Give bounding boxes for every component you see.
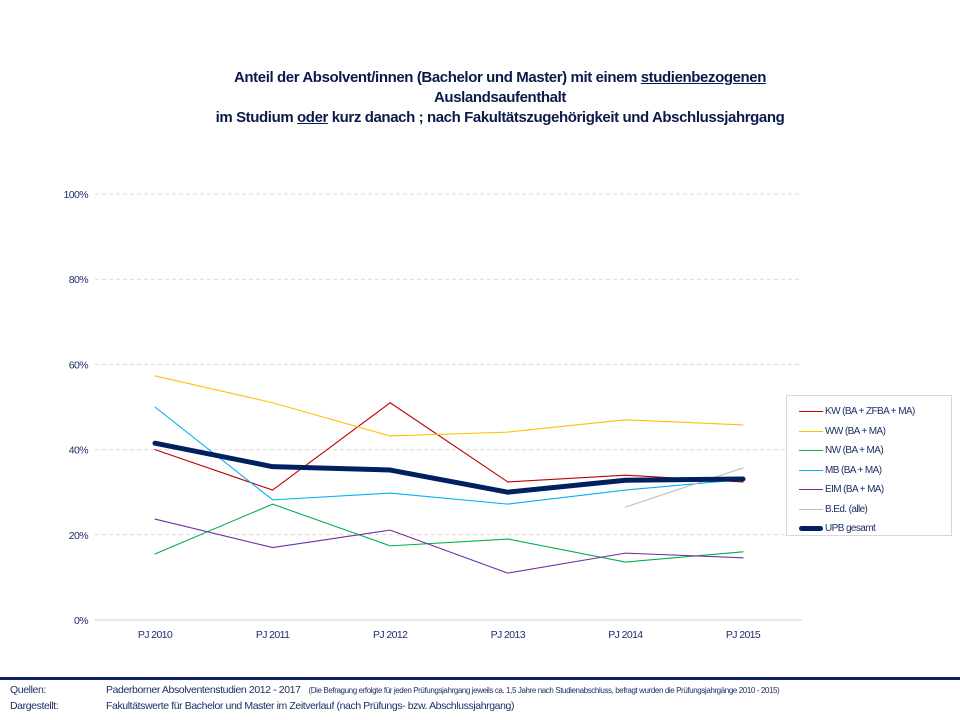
legend-item: MB (BA + MA)	[787, 461, 951, 481]
legend-label: MB (BA + MA)	[825, 464, 882, 476]
y-tick-label: 20%	[69, 530, 88, 542]
title-underlined-oder: oder	[297, 109, 328, 126]
legend-swatch	[799, 430, 823, 432]
title-line-3-post: kurz danach ; nach Fakultätszugehörigkei…	[327, 109, 785, 126]
sources-note: (Die Befragung erfolgte für jeden Prüfun…	[308, 686, 780, 695]
x-tick-label: PJ 2011	[256, 629, 290, 641]
series-line-upb-gesamt	[152, 440, 746, 495]
y-tick-label: 40%	[69, 445, 88, 457]
title-underlined-studienbezogenen: studienbezogenen	[640, 69, 767, 86]
shown-text: Fakultätswerte für Bachelor und Master i…	[106, 700, 515, 712]
legend-swatch	[799, 469, 823, 471]
chart-legend: KW (BA + ZFBA + MA) WW (BA + MA) NW (BA + …	[786, 395, 952, 536]
series-line-ww-ba-ma	[154, 375, 744, 437]
legend-swatch	[799, 450, 823, 452]
gridlines	[95, 193, 802, 621]
series-line-b-ed-alle	[624, 467, 744, 508]
legend-item: UPB gesamt	[787, 519, 951, 539]
legend-item: EIM (BA + MA)	[787, 480, 951, 500]
y-axis: 0% 20% 40% 60% 80% 100%	[64, 189, 89, 627]
shown-label: Dargestellt:	[10, 700, 59, 712]
title-line-1-text: Anteil der Absolvent/innen (Bachelor und…	[233, 69, 641, 86]
y-tick-label: 60%	[69, 359, 88, 371]
x-tick-label: PJ 2012	[373, 629, 408, 641]
legend-item: B.Ed. (alle)	[787, 500, 951, 520]
title-line-2: Auslandsaufenthalt	[434, 89, 566, 106]
footer-rule	[0, 677, 960, 680]
legend-label: KW (BA + ZFBA + MA)	[825, 406, 915, 418]
title-line-3: im Studium oder kurz danach ; nach Fakul…	[150, 108, 850, 128]
x-tick-label: PJ 2014	[608, 629, 643, 641]
y-tick-label: 0%	[74, 615, 88, 627]
legend-item: KW (BA + ZFBA + MA)	[787, 402, 951, 422]
legend-label: NW (BA + MA)	[825, 445, 884, 457]
y-tick-label: 100%	[64, 189, 89, 201]
line-chart: 0% 20% 40% 60% 80% 100% PJ 2010 PJ 2011 PJ 2012…	[64, 189, 802, 641]
legend-swatch	[799, 508, 823, 510]
legend-label: UPB gesamt	[825, 523, 876, 535]
legend-swatch	[799, 489, 823, 491]
title-line-1: Anteil der Absolvent/innen (Bachelor und…	[150, 68, 850, 88]
legend-item: WW (BA + MA)	[787, 422, 951, 442]
legend-label: EIM (BA + MA)	[825, 484, 884, 496]
footer-sources: Quellen: Paderborner Absolventenstudien 2…	[10, 684, 780, 696]
footer-shown: Dargestellt: Fakultätswerte für Bachelor …	[10, 700, 514, 712]
sources-label: Quellen:	[10, 684, 46, 696]
series-line-mb-ba-ma	[154, 406, 744, 505]
chart-title: Anteil der Absolvent/innen (Bachelor und…	[150, 68, 850, 128]
legend-item: NW (BA + MA)	[787, 441, 951, 461]
x-tick-label: PJ 2013	[491, 629, 526, 641]
legend-label: WW (BA + MA)	[825, 425, 886, 437]
legend-label: B.Ed. (alle)	[825, 503, 868, 515]
legend-swatch	[799, 411, 823, 413]
series-line-nw-ba-ma	[154, 503, 744, 563]
series-line-kw-ba-zfba-ma	[154, 402, 744, 491]
x-tick-label: PJ 2010	[138, 629, 173, 641]
x-axis: PJ 2010 PJ 2011 PJ 2012 PJ 2013 PJ 2014 PJ 20…	[138, 629, 762, 641]
sources-text: Paderborner Absolventenstudien 2012 - 20…	[106, 684, 301, 696]
legend-swatch	[799, 526, 823, 532]
title-line-3-pre: im Studium	[215, 109, 298, 126]
series-line-eim-ba-ma	[154, 518, 744, 574]
x-tick-label: PJ 2015	[726, 629, 761, 641]
y-tick-label: 80%	[69, 274, 88, 286]
series-lines	[152, 375, 746, 574]
